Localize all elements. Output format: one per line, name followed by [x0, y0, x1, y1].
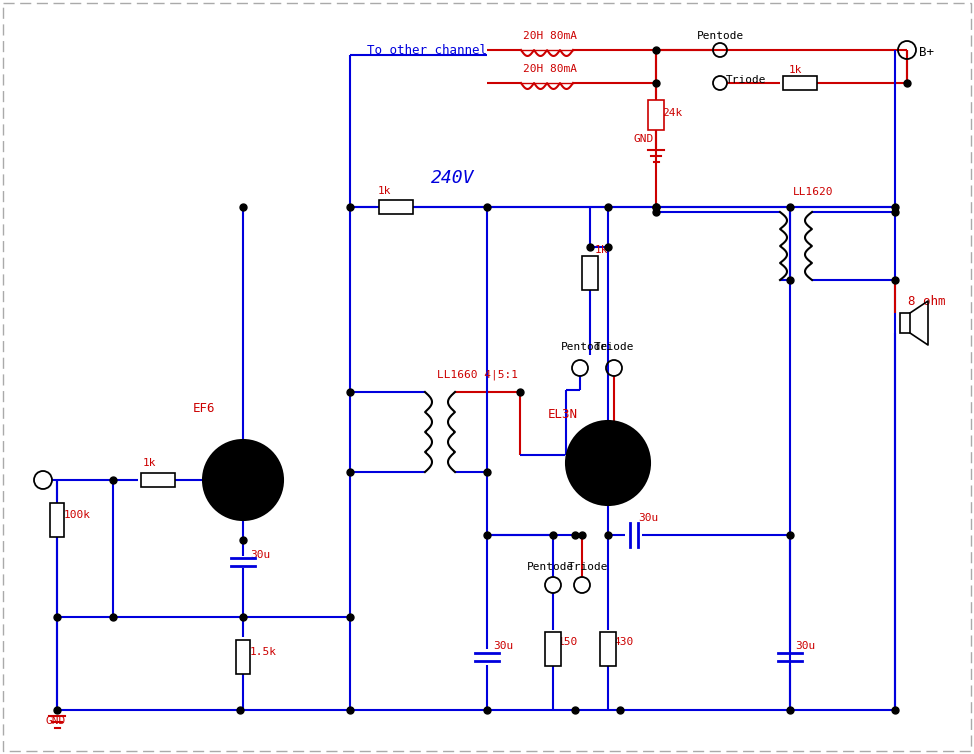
Text: 1k: 1k — [595, 245, 609, 255]
Text: 240V: 240V — [431, 169, 474, 187]
Bar — [50, 503, 64, 537]
Text: Triode: Triode — [726, 75, 767, 85]
Text: 20H 80mA: 20H 80mA — [523, 31, 577, 41]
Text: 1.5k: 1.5k — [250, 647, 277, 657]
Text: LL1660 4|5:1: LL1660 4|5:1 — [437, 370, 518, 381]
Bar — [600, 632, 616, 666]
Text: Pentode: Pentode — [697, 31, 744, 41]
Bar — [236, 640, 250, 674]
Text: GND: GND — [634, 134, 655, 144]
Text: Pentode: Pentode — [561, 342, 608, 352]
Text: EF6: EF6 — [193, 402, 215, 415]
Text: Pentode: Pentode — [527, 562, 575, 572]
Text: 24k: 24k — [662, 108, 682, 118]
Bar — [783, 76, 817, 90]
Text: Triode: Triode — [568, 562, 609, 572]
Text: 430: 430 — [613, 637, 633, 647]
Bar — [379, 200, 413, 214]
Text: 8 ohm: 8 ohm — [908, 295, 946, 308]
Text: 1k: 1k — [789, 65, 803, 75]
Text: 30u: 30u — [638, 513, 658, 523]
Bar — [582, 256, 598, 290]
Text: 30u: 30u — [493, 641, 513, 651]
Bar — [545, 632, 561, 666]
Text: 30u: 30u — [250, 550, 270, 560]
Text: 30u: 30u — [795, 641, 815, 651]
Bar — [141, 473, 175, 487]
Text: 1k: 1k — [143, 458, 157, 468]
Text: 20H 80mA: 20H 80mA — [523, 64, 577, 74]
Text: 100k: 100k — [64, 510, 91, 520]
Text: LL1620: LL1620 — [793, 187, 834, 197]
Bar — [900, 313, 910, 333]
Circle shape — [566, 421, 650, 505]
Bar — [648, 100, 664, 130]
Text: 150: 150 — [558, 637, 579, 647]
Text: GND: GND — [45, 716, 65, 726]
Text: To other channel: To other channel — [367, 44, 487, 57]
Text: B+: B+ — [919, 45, 934, 59]
Text: Triode: Triode — [594, 342, 634, 352]
Text: 1k: 1k — [378, 186, 392, 196]
Text: EL3N: EL3N — [548, 408, 578, 421]
Circle shape — [203, 440, 283, 520]
